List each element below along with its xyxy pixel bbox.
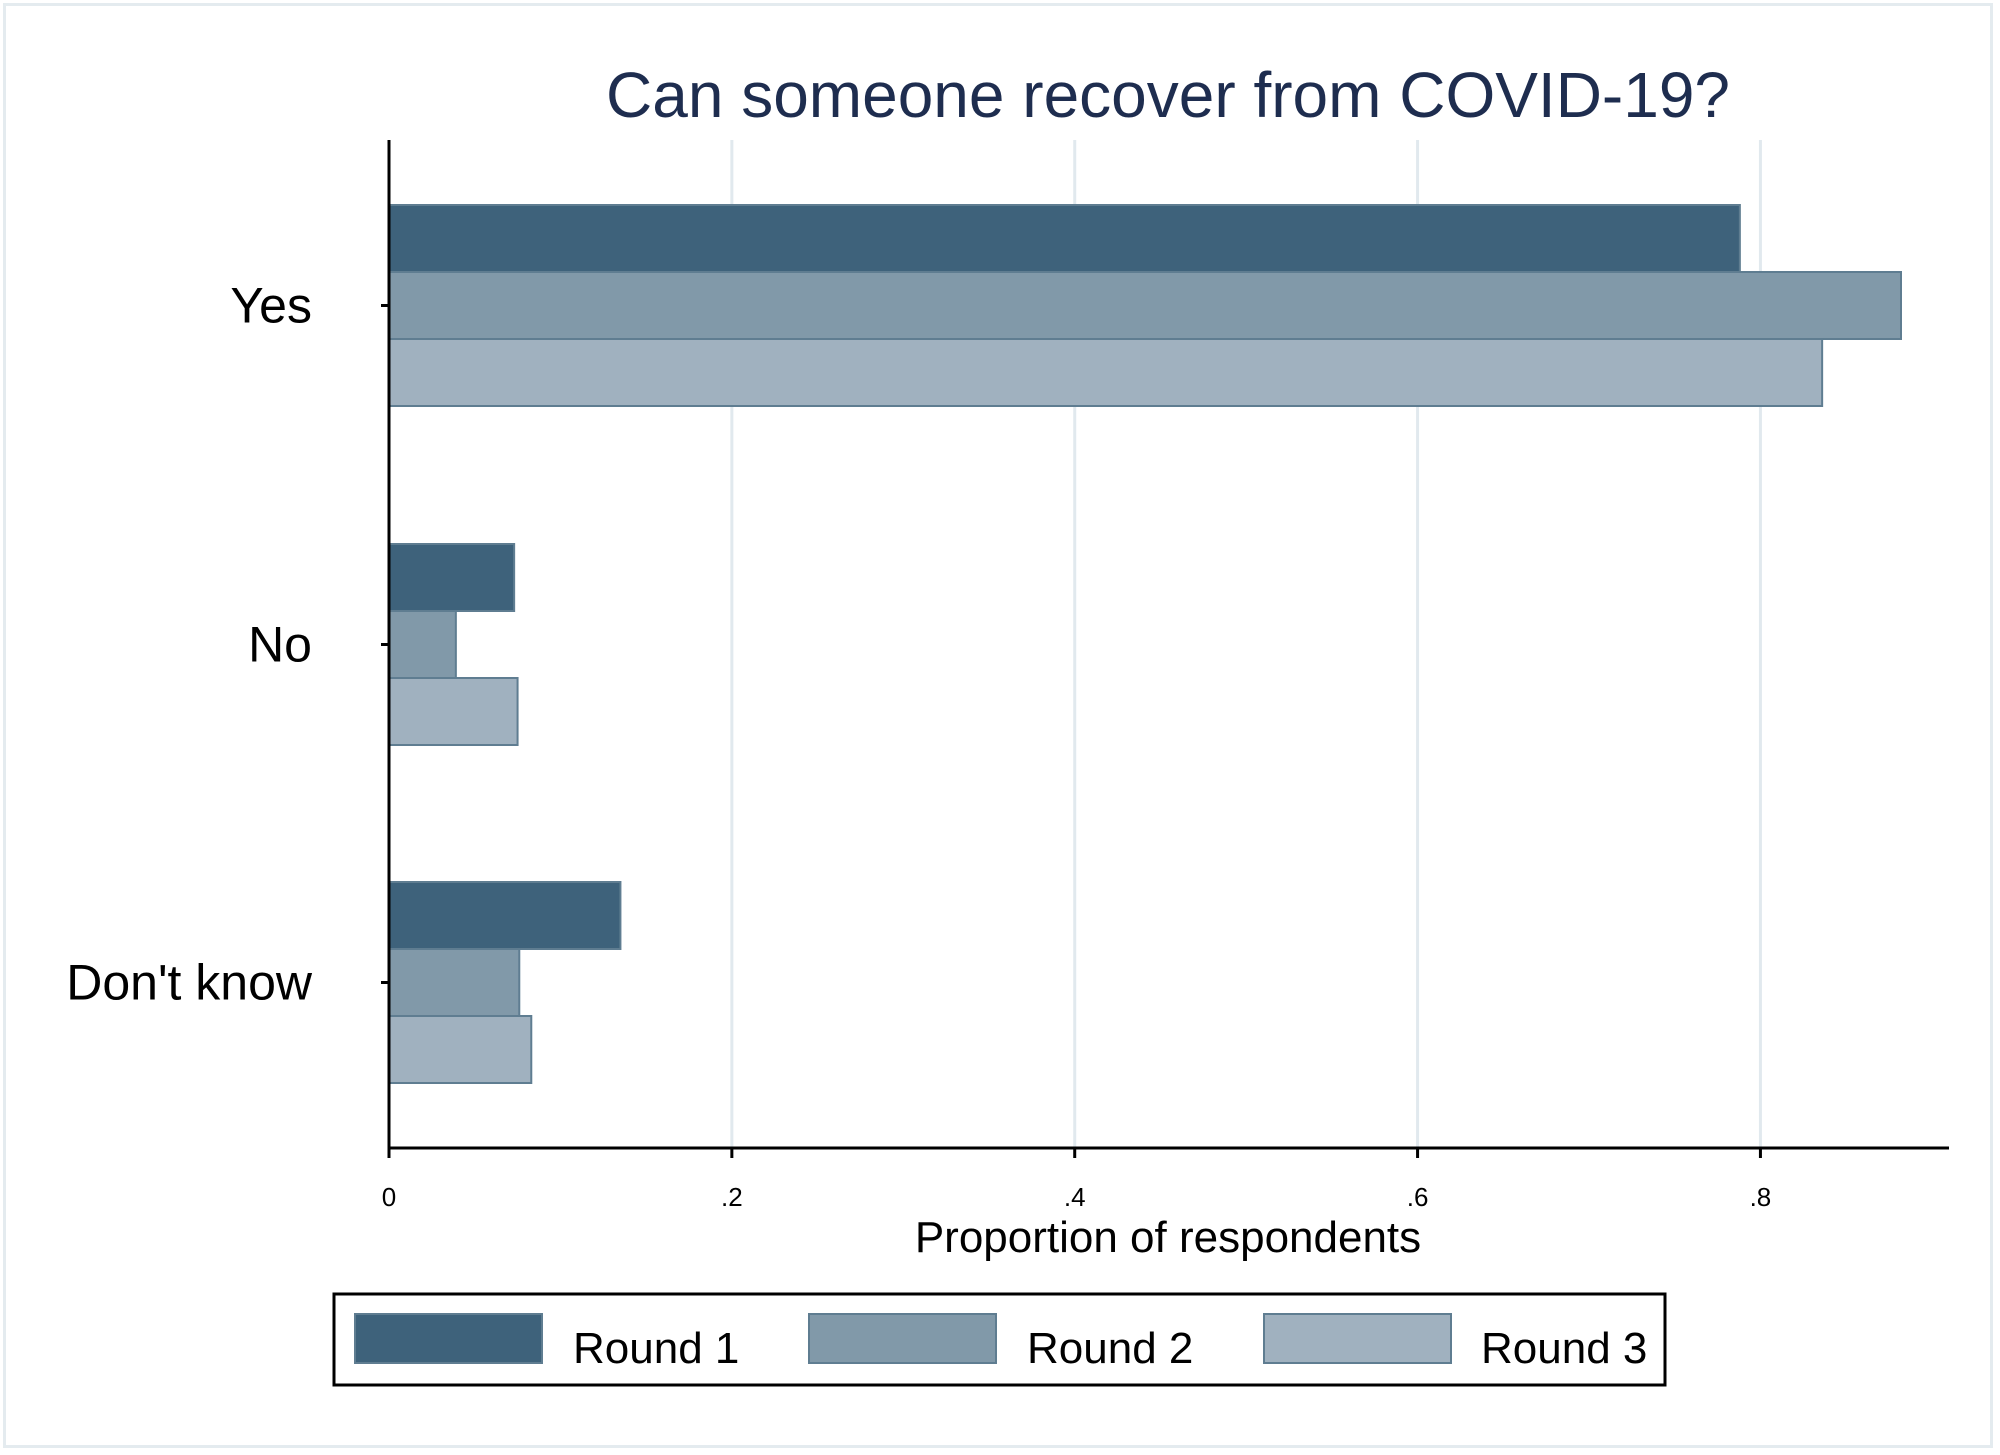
x-tick-label: .2	[721, 1182, 743, 1212]
x-tick-label: 0	[382, 1182, 396, 1212]
legend: Round 1 Round 2 Round 3	[332, 1292, 1667, 1387]
bar-round-3-don-t-know	[388, 1015, 533, 1084]
bars	[388, 204, 1902, 1084]
category-label: Don't know	[66, 955, 313, 1011]
bar-round-2-yes	[388, 271, 1902, 340]
legend-label: Round 2	[1027, 1324, 1193, 1373]
chart-title: Can someone recover from COVID-19?	[606, 59, 1730, 131]
x-tick-label: .8	[1750, 1182, 1772, 1212]
x-tick-label: .6	[1407, 1182, 1429, 1212]
bar-round-3-no	[388, 677, 519, 746]
x-axis-title: Proportion of respondents	[915, 1213, 1421, 1262]
legend-swatch	[354, 1313, 543, 1364]
bar-round-1-yes	[388, 204, 1741, 273]
axes	[381, 140, 1949, 1158]
bar-round-2-no	[388, 610, 457, 679]
x-tick-labels: 0 .2 .4 .6 .8	[382, 1182, 1772, 1212]
legend-label: Round 3	[1481, 1324, 1647, 1373]
legend-swatch	[1263, 1313, 1452, 1364]
bar-round-1-no	[388, 543, 516, 612]
legend-swatch	[808, 1313, 997, 1364]
category-label: Yes	[230, 278, 312, 334]
category-label: No	[248, 617, 312, 673]
legend-label: Round 1	[573, 1324, 739, 1373]
x-tick-label: .4	[1064, 1182, 1086, 1212]
bar-round-1-don-t-know	[388, 881, 622, 950]
bar-round-2-don-t-know	[388, 948, 521, 1017]
category-labels: Yes No Don't know	[66, 278, 313, 1011]
bar-round-3-yes	[388, 338, 1824, 407]
